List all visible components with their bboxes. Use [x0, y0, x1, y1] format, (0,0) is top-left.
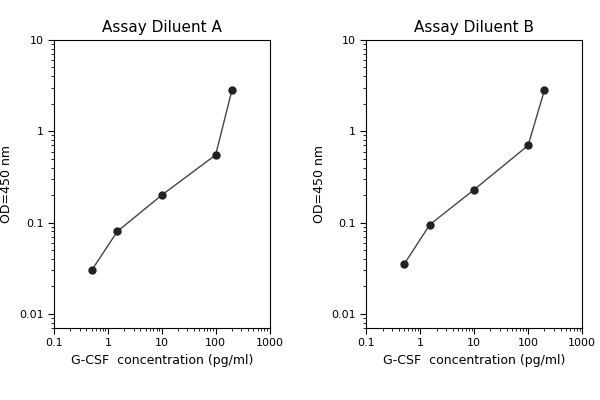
Title: Assay Diluent A: Assay Diluent A [102, 20, 221, 35]
Y-axis label: OD=450 nm: OD=450 nm [313, 145, 326, 223]
Y-axis label: OD=450 nm: OD=450 nm [1, 145, 13, 223]
Title: Assay Diluent B: Assay Diluent B [414, 20, 534, 35]
X-axis label: G-CSF  concentration (pg/ml): G-CSF concentration (pg/ml) [383, 354, 565, 367]
X-axis label: G-CSF  concentration (pg/ml): G-CSF concentration (pg/ml) [71, 354, 253, 367]
